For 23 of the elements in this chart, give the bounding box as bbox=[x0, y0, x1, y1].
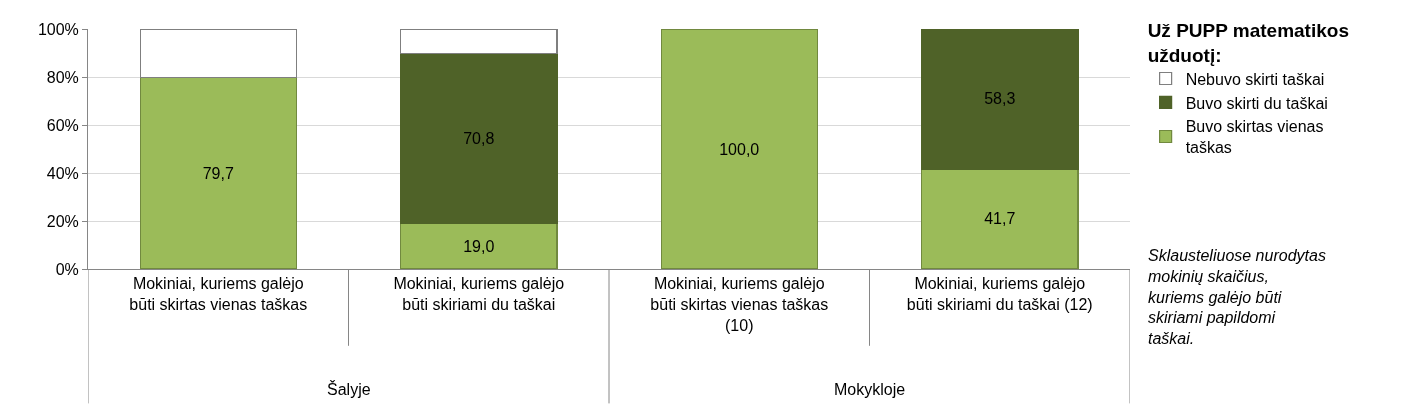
text: Šalyje bbox=[327, 380, 371, 398]
y-tick-label: 100% bbox=[37, 20, 79, 38]
text: Sklausteliuose nurodytas mokinių skaičius, kuriems galėjo būti skiriami papildomi taškai. bbox=[1148, 247, 1326, 348]
y-tick-label: 60% bbox=[46, 116, 79, 134]
x-tick-label: Mokiniai, kuriems galėjo būti skiriami du taškai bbox=[393, 275, 565, 313]
x-tick-label: Mokiniai, kuriems galėjo būti skirtas vienas taškas (10) bbox=[650, 275, 829, 334]
text: Mokykloje bbox=[834, 381, 906, 398]
data-label: 100,0 bbox=[719, 140, 760, 158]
data-label: 41,7 bbox=[984, 210, 1016, 228]
x-tick-label: Mokiniai, kuriems galėjo būti skiriami du taškai (12) bbox=[906, 275, 1093, 313]
data-label: 70,8 bbox=[463, 129, 495, 147]
y-tick-label: 40% bbox=[46, 164, 79, 182]
legend-title: Už PUPP matematikos užduotį: bbox=[1147, 19, 1349, 66]
data-label: 19,0 bbox=[463, 237, 495, 255]
legend-label: Buvo skirti du taškai bbox=[1185, 94, 1328, 112]
data-label: 58,3 bbox=[984, 90, 1016, 108]
data-label: 79,7 bbox=[202, 164, 234, 182]
y-tick-label: 80% bbox=[46, 68, 79, 86]
x-tick-label: Mokiniai, kuriems galėjo būti skirtas vienas taškas bbox=[129, 275, 308, 313]
y-tick-label: 20% bbox=[46, 212, 79, 230]
legend-label: Nebuvo skirti taškai bbox=[1185, 70, 1325, 88]
y-tick-label: 0% bbox=[55, 260, 79, 278]
legend-label: Buvo skirtas vienas taškas bbox=[1185, 118, 1324, 157]
